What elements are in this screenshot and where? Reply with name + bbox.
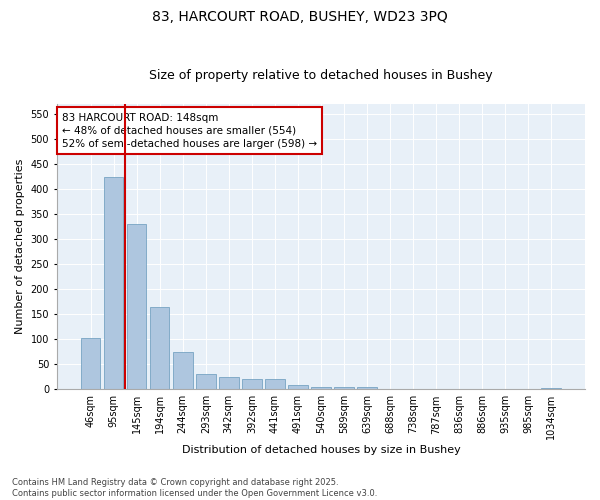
X-axis label: Distribution of detached houses by size in Bushey: Distribution of detached houses by size …: [182, 445, 460, 455]
Bar: [219, 377, 239, 390]
Bar: [127, 224, 146, 390]
Bar: [242, 380, 262, 390]
Bar: [265, 380, 284, 390]
Bar: [173, 352, 193, 390]
Text: Contains HM Land Registry data © Crown copyright and database right 2025.
Contai: Contains HM Land Registry data © Crown c…: [12, 478, 377, 498]
Bar: [288, 386, 308, 390]
Bar: [541, 388, 561, 390]
Bar: [196, 374, 215, 390]
Text: 83, HARCOURT ROAD, BUSHEY, WD23 3PQ: 83, HARCOURT ROAD, BUSHEY, WD23 3PQ: [152, 10, 448, 24]
Text: 83 HARCOURT ROAD: 148sqm
← 48% of detached houses are smaller (554)
52% of semi-: 83 HARCOURT ROAD: 148sqm ← 48% of detach…: [62, 112, 317, 149]
Bar: [311, 387, 331, 390]
Y-axis label: Number of detached properties: Number of detached properties: [15, 159, 25, 334]
Bar: [104, 176, 124, 390]
Bar: [81, 338, 100, 390]
Bar: [357, 387, 377, 390]
Bar: [150, 306, 169, 390]
Title: Size of property relative to detached houses in Bushey: Size of property relative to detached ho…: [149, 69, 493, 82]
Bar: [334, 387, 354, 390]
